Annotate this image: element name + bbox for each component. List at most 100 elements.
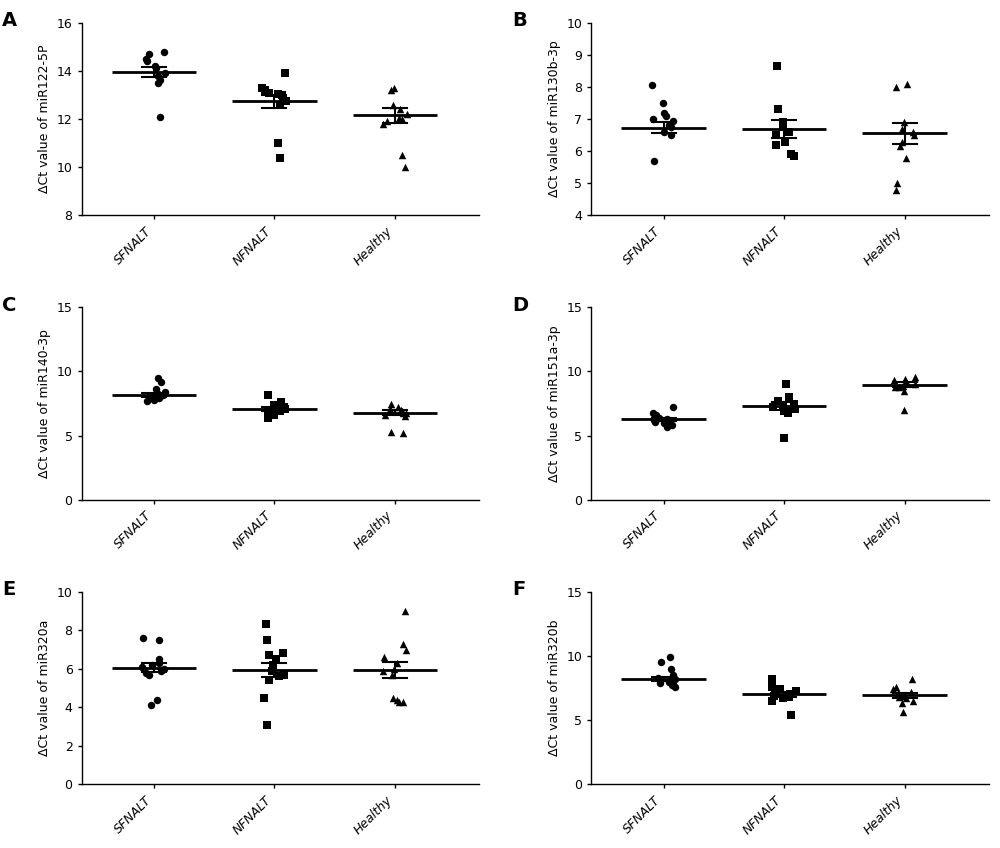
Point bbox=[383, 83, 399, 97]
Point bbox=[275, 93, 291, 107]
Point bbox=[897, 372, 913, 386]
Point bbox=[896, 384, 912, 398]
Point bbox=[667, 680, 683, 694]
Point bbox=[273, 395, 289, 409]
Text: F: F bbox=[512, 580, 525, 599]
Point bbox=[651, 411, 667, 425]
Point bbox=[665, 400, 681, 414]
Point bbox=[770, 394, 786, 408]
Point bbox=[386, 662, 402, 676]
Point bbox=[768, 128, 784, 142]
Point bbox=[903, 685, 919, 699]
Point bbox=[652, 676, 668, 689]
Point bbox=[150, 371, 166, 385]
Point bbox=[149, 387, 165, 400]
Point bbox=[157, 385, 173, 399]
Point bbox=[150, 69, 166, 82]
Point bbox=[888, 183, 904, 197]
Point bbox=[645, 112, 661, 126]
Point bbox=[764, 672, 780, 686]
Point bbox=[390, 400, 406, 414]
Point bbox=[146, 389, 162, 403]
Point bbox=[765, 400, 781, 414]
Point bbox=[665, 668, 681, 682]
Point bbox=[663, 128, 679, 142]
Point bbox=[274, 88, 290, 102]
Point bbox=[275, 646, 291, 660]
Point bbox=[659, 412, 675, 426]
Point bbox=[264, 664, 280, 678]
Point bbox=[268, 652, 284, 666]
Point bbox=[905, 126, 921, 139]
Point bbox=[768, 685, 784, 699]
Point bbox=[257, 83, 273, 97]
Point bbox=[398, 406, 414, 420]
Point bbox=[389, 656, 405, 670]
Y-axis label: ΔCt value of miR151a-3p: ΔCt value of miR151a-3p bbox=[548, 326, 561, 482]
Point bbox=[891, 690, 907, 704]
Text: E: E bbox=[2, 580, 15, 599]
Point bbox=[898, 375, 914, 388]
Point bbox=[776, 432, 792, 445]
Point bbox=[667, 672, 683, 686]
Point bbox=[780, 405, 796, 419]
Point bbox=[135, 631, 151, 644]
Point bbox=[156, 45, 172, 59]
Point bbox=[886, 374, 902, 388]
Point bbox=[389, 693, 405, 706]
Point bbox=[650, 671, 666, 684]
Point bbox=[134, 660, 150, 673]
Point bbox=[887, 381, 903, 394]
Point bbox=[394, 112, 410, 126]
Point bbox=[392, 103, 408, 116]
Point bbox=[258, 617, 274, 631]
Point bbox=[263, 405, 279, 419]
Point bbox=[397, 604, 413, 617]
Point bbox=[157, 66, 173, 80]
Point bbox=[777, 135, 793, 148]
Point bbox=[266, 398, 282, 411]
Point bbox=[272, 404, 288, 418]
Text: A: A bbox=[2, 11, 17, 30]
Point bbox=[254, 81, 270, 94]
Point bbox=[141, 667, 157, 681]
Point bbox=[272, 98, 288, 111]
Point bbox=[781, 390, 797, 404]
Point bbox=[151, 392, 167, 405]
Point bbox=[267, 403, 283, 416]
Point bbox=[894, 135, 910, 148]
Point bbox=[138, 666, 154, 679]
Point bbox=[894, 122, 910, 136]
Point bbox=[394, 148, 410, 162]
Text: C: C bbox=[2, 296, 16, 315]
Point bbox=[383, 397, 399, 410]
Point bbox=[898, 692, 914, 706]
Point bbox=[384, 667, 400, 681]
Point bbox=[394, 404, 410, 418]
Point bbox=[138, 52, 154, 65]
Point bbox=[905, 695, 921, 708]
Point bbox=[772, 683, 788, 696]
Point bbox=[907, 370, 923, 383]
Point bbox=[661, 675, 677, 689]
Point bbox=[906, 128, 922, 142]
Y-axis label: ΔCt value of miR140-3p: ΔCt value of miR140-3p bbox=[38, 329, 51, 478]
Point bbox=[786, 397, 802, 410]
Point bbox=[395, 637, 411, 650]
Point bbox=[385, 98, 401, 111]
Point bbox=[647, 415, 663, 428]
Point bbox=[665, 114, 681, 127]
Point bbox=[271, 670, 287, 683]
Point bbox=[894, 697, 910, 711]
Point bbox=[783, 148, 799, 161]
Point bbox=[788, 683, 804, 697]
Y-axis label: ΔCt value of miR320a: ΔCt value of miR320a bbox=[38, 620, 51, 756]
Point bbox=[260, 411, 276, 425]
Point bbox=[143, 699, 159, 712]
Point bbox=[660, 417, 676, 431]
Point bbox=[149, 693, 165, 706]
Point bbox=[775, 692, 791, 706]
Point bbox=[259, 718, 275, 732]
Point bbox=[664, 673, 680, 687]
Point bbox=[382, 402, 398, 416]
